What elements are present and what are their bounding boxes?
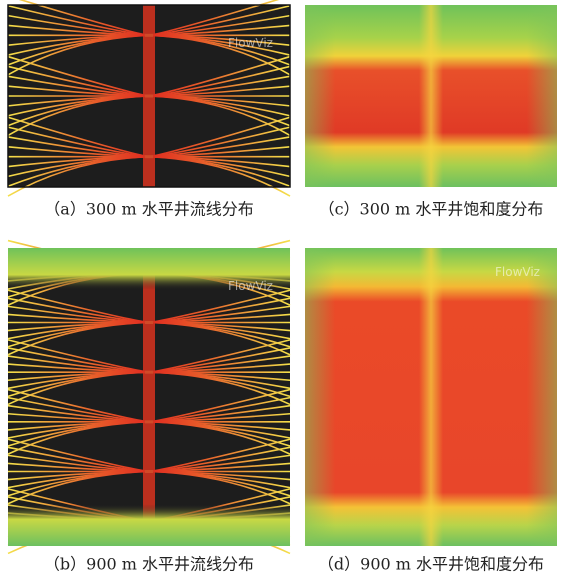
caption: （c）300 m 水平井饱和度分布 [319,200,544,219]
watermark: FlowViz [228,36,273,50]
well-stripe [419,248,443,546]
caption: （b）900 m 水平井流线分布 [44,555,254,574]
panel: FlowViz （d）900 m 水平井饱和度分布 [305,248,557,574]
panel: FlowViz （a）300 m 水平井流线分布 [8,0,290,219]
panel: （c）300 m 水平井饱和度分布 [305,5,557,219]
watermark: FlowViz [495,265,540,279]
figure: FlowViz （a）300 m 水平井流线分布 （c）300 m 水平井饱和度分布… [0,0,564,578]
panels: FlowViz （a）300 m 水平井流线分布 （c）300 m 水平井饱和度分布… [8,0,557,573]
panel: FlowViz （b）900 m 水平井流线分布 [8,241,290,574]
wellbore [143,5,155,187]
watermark: FlowViz [228,279,273,293]
well-stripe [419,5,443,187]
caption: （a）300 m 水平井流线分布 [44,200,253,219]
caption: （d）900 m 水平井饱和度分布 [318,555,544,574]
